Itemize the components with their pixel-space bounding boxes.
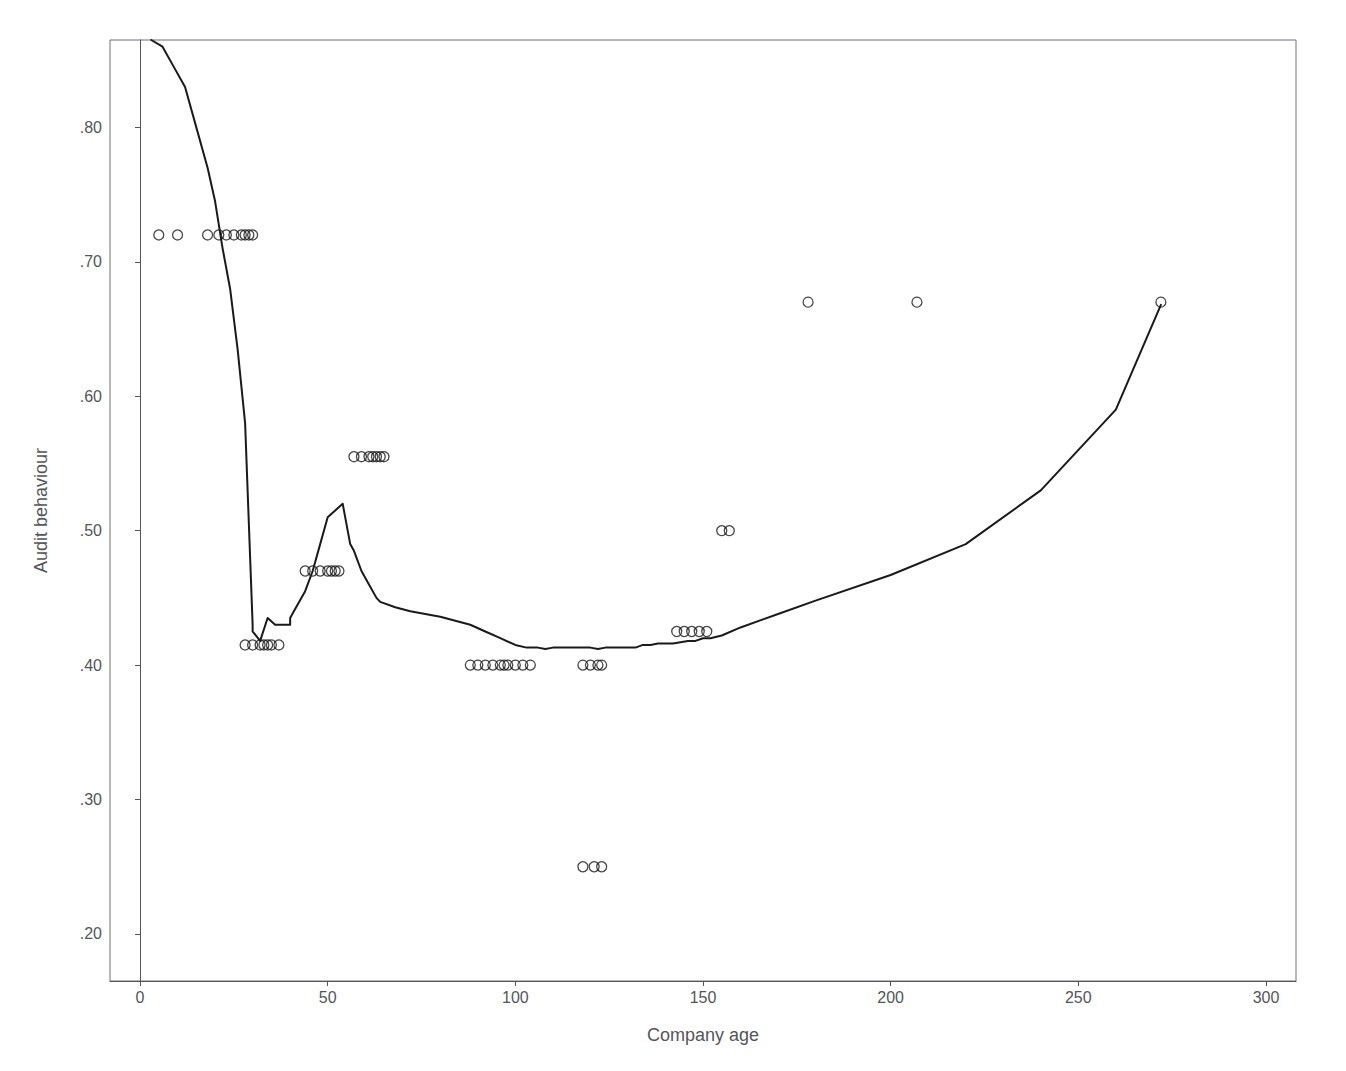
svg-text:Audit behaviour: Audit behaviour: [31, 448, 51, 573]
svg-text:.60: .60: [80, 388, 102, 405]
svg-text:.40: .40: [80, 657, 102, 674]
svg-text:150: 150: [690, 989, 717, 1006]
svg-text:50: 50: [319, 989, 337, 1006]
svg-text:.50: .50: [80, 522, 102, 539]
svg-text:Company age: Company age: [647, 1025, 759, 1045]
svg-text:.80: .80: [80, 119, 102, 136]
svg-text:300: 300: [1253, 989, 1280, 1006]
svg-text:0: 0: [136, 989, 145, 1006]
svg-text:250: 250: [1065, 989, 1092, 1006]
svg-text:100: 100: [502, 989, 529, 1006]
svg-text:.30: .30: [80, 791, 102, 808]
svg-text:.70: .70: [80, 253, 102, 270]
svg-text:200: 200: [877, 989, 904, 1006]
svg-text:.20: .20: [80, 925, 102, 942]
